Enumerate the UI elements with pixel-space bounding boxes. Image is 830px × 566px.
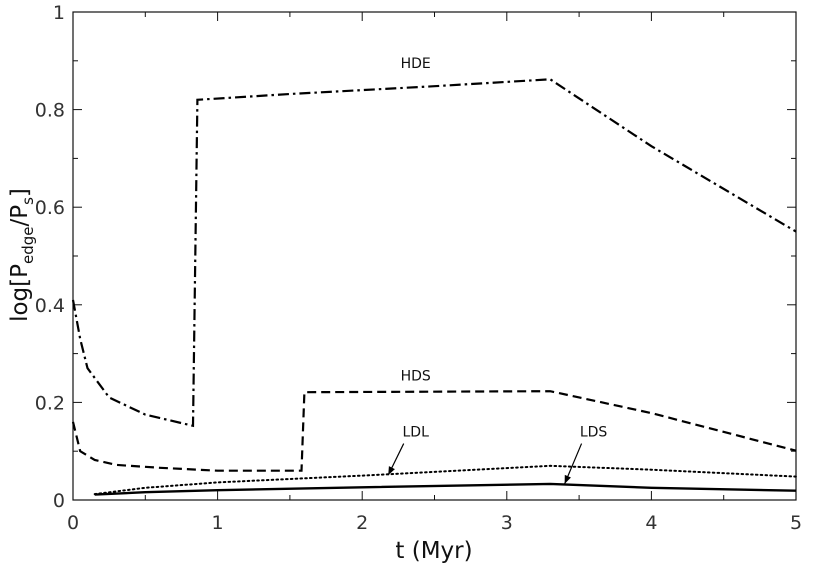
arrowhead-icon [388, 466, 395, 476]
series-line-ldl [93, 464, 797, 496]
annotation-lds: LDS [580, 425, 608, 441]
x-tick-label: 4 [645, 512, 657, 534]
y-tick-label: 0 [53, 490, 65, 512]
y-tick-label: 0.8 [35, 100, 65, 122]
x-axis-title: t (Myr) [395, 538, 472, 564]
y-tick-label: 1 [53, 2, 65, 24]
series-annotations: HDE HDS LDL LDS [387, 56, 608, 485]
x-tick-label: 1 [212, 512, 224, 534]
annotation-ldl: LDL [403, 425, 430, 441]
axis-ticks [72, 11, 797, 501]
x-tick-label: 3 [501, 512, 513, 534]
series-lines [71, 78, 797, 496]
y-tick-labels: 0 0.2 0.4 0.6 0.8 1 [35, 2, 65, 512]
x-tick-label: 2 [356, 512, 368, 534]
annotation-hde: HDE [401, 56, 431, 72]
y-tick-label: 0.2 [35, 392, 65, 414]
y-tick-label: 0.6 [35, 197, 65, 219]
y-axis-title: log[Pedge/Ps] [7, 188, 37, 322]
annotation-hds: HDS [401, 368, 431, 384]
x-tick-label: 5 [790, 512, 802, 534]
arrowhead-icon [564, 474, 571, 484]
x-tick-labels: 0 1 2 3 4 5 [67, 512, 802, 534]
series-line-lds [94, 482, 797, 496]
x-tick-label: 0 [67, 512, 79, 534]
series-line-hde [71, 78, 797, 428]
y-tick-label: 0.4 [35, 295, 65, 317]
series-line-hds [71, 390, 797, 472]
